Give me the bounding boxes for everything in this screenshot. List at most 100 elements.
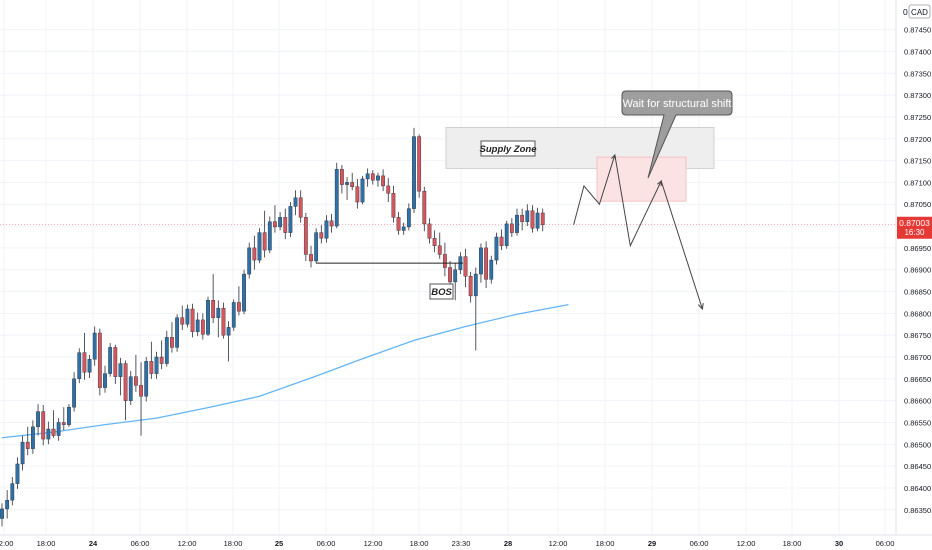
grid-layer [0,0,896,535]
candle-body [41,411,46,440]
candle-body [509,223,514,233]
candle-body [123,363,128,401]
candle-body [103,373,107,388]
candle-body [334,169,339,227]
candle-body [386,185,391,194]
candle-body [20,441,25,465]
candle-body [262,232,267,251]
price-tick-label: 0.87250 [904,113,931,122]
candle-body [221,307,226,336]
currency-badge[interactable] [908,4,931,19]
candle-body [484,247,488,280]
candle-body [231,302,236,328]
price-tick-label: 0.86900 [904,266,931,275]
time-tick-label: 30 [835,539,843,548]
candle-body [417,136,422,192]
current-price-tag [897,216,932,239]
candle-body [170,337,174,348]
time-tick-label: 06:00 [876,539,895,548]
time-tick-label: 06:00 [690,539,709,548]
candle-body [489,259,494,280]
candle-body [520,214,525,222]
time-tick-label: 24 [89,539,98,548]
time-tick-label: 12:00 [737,539,756,548]
time-tick-label: 23:30 [452,539,471,548]
candle-body [118,363,123,377]
candle-body [56,422,61,436]
projection-arrowhead [697,302,704,311]
time-tick-label: 12:00 [0,539,13,548]
candle-body [345,182,349,185]
moving-average-line [1,303,569,439]
drawing-layer [316,153,704,311]
bos-label-box[interactable] [429,283,454,300]
candle-body [365,173,370,180]
price-tick-labels: 0.87450 0.87400 0.87350 0.87300 0.87250 0.872… [904,26,931,515]
candle-body [175,317,179,348]
price-tick-label: 0.87100 [904,178,931,187]
time-tick-label: 18:00 [783,539,802,548]
time-tick-label: 12:00 [364,539,383,548]
time-axis[interactable]: 12:00 18:00 24 06:00 12:00 18:00 25 06:00 12:00 1… [0,534,932,550]
candle-body [309,254,313,262]
candle-body [427,223,432,239]
price-axis[interactable]: 0.87450 0.87400 0.87350 0.87300 0.87250 0.872… [895,0,932,550]
time-tick-label: 06:00 [317,539,336,548]
callout[interactable]: Wait for structural shift [621,90,733,179]
candle-body [206,300,210,335]
currency-prefix: 0 [903,7,908,17]
price-tick-label: 0.86400 [904,484,931,493]
candle-body [149,361,154,374]
supply-zone-label: Supply Zone [480,144,538,155]
candle-layer [0,127,545,527]
time-axis-background [0,535,932,550]
time-tick-label: 18:00 [410,539,429,548]
candle-body [494,236,499,261]
price-tick-label: 0.86650 [904,375,931,384]
candle-body [267,221,272,251]
current-price-label: 0.87003 16:30 [897,216,932,239]
candle-body [72,378,77,408]
candle-body [10,483,15,501]
time-tick-label: 28 [504,539,512,548]
candle-body [273,221,277,228]
candle-body [515,214,519,233]
candle-body [499,236,504,246]
candle-body [324,220,329,239]
candle-body [113,347,118,377]
candle-body [396,217,401,231]
time-tick-label: 29 [648,539,656,548]
candle-body [25,441,30,449]
projection-swing-arrowhead [656,180,662,187]
currency-badge-label: CAD [911,8,928,17]
candle-body [92,332,97,360]
time-tick-label: 12:00 [549,539,568,548]
current-price-value: 0.87003 [899,218,930,228]
price-axis-background [896,0,932,550]
candle-body [278,217,282,228]
candle-body [391,193,396,218]
candle-body [314,232,319,262]
candle-body [468,276,473,297]
candle-body [226,327,231,336]
price-tick-label: 0.86450 [904,462,931,471]
candle-body [200,319,205,335]
candle-body [67,407,71,425]
candle-body [82,352,87,373]
supply-zone-label-box[interactable] [480,140,536,157]
candle-body [432,238,437,246]
price-tick-label: 0.87450 [904,26,931,35]
candle-body [355,186,360,203]
candle-body [257,232,262,261]
price-tick-label: 0.87200 [904,135,931,144]
bos-label: BOS [431,287,452,298]
candle-body [376,175,380,181]
price-tick-label: 0.87050 [904,200,931,209]
demand-box [596,156,687,202]
candle-body [479,247,483,275]
candle-body [0,508,4,519]
projection-swing-arrowhead [611,153,617,160]
candle-body [370,173,375,181]
price-tick-label: 0.87400 [904,47,931,56]
candle-body [463,256,468,277]
